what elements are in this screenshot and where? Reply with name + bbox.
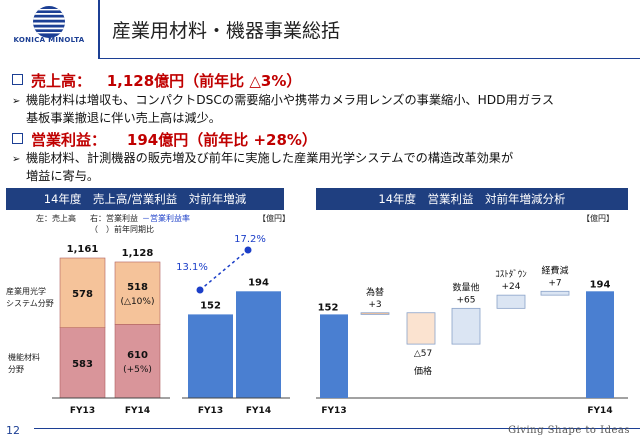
waterfall-step-bar [360,312,390,315]
bullet-sales-line2: 基板事業撤退に伴い売上高は減少。 [26,111,221,125]
left-panel-header: 14年度 売上高/営業利益 対前年増減 [6,188,284,210]
title-accent-bar [98,0,100,58]
waterfall-start-bar [320,314,348,398]
waterfall-step-label: 数量他 [452,281,479,293]
waterfall-step-label: 価格 [414,365,432,377]
checkbox-bullet-icon [12,74,23,85]
headline-sales-value: 1,128億円（前年比 △3%） [106,72,302,90]
bullet-profit: ➢ 機能材料、計測機器の販売増及び前年に実施した産業用光学システムでの構造改革効果… [12,150,612,185]
bullet-profit-line1: 機能材料、計測機器の販売増及び前年に実施した産業用光学システムでの構造改革効果が [26,151,514,165]
waterfall-step-value: △57 [414,349,432,359]
bullet-sales: ➢ 機能材料は増収も、コンパクトDSCの需要縮小や携帯カメラ用レンズの事業縮小、H… [12,92,612,127]
waterfall-step-bar [451,307,481,345]
waterfall-step-label: 経費減 [541,264,568,276]
right-panel-header: 14年度 営業利益 対前年増減分析 [316,188,628,210]
bullet-profit-line2: 増益に寄与。 [26,169,100,183]
arrow-bullet-icon: ➢ [12,96,21,107]
logo-text: KONICA MINOLTA [13,36,85,44]
headline-profit-value: 194億円（前年比 +28%） [126,131,317,149]
sales-segment-value: 578 [72,289,93,300]
logo-globe-icon [33,6,65,38]
headline-profit: 営業利益： 194億円（前年比 +28%） [12,129,317,150]
waterfall-start-xtick: FY13 [321,406,346,416]
sales-segment-value: 610 [127,350,148,361]
waterfall-end-bar [586,291,614,398]
sales-segment-value: 518 [127,282,148,293]
headline-sales-label: 売上高： [31,72,92,90]
waterfall-step-value: +24 [502,282,521,292]
margin-rate-label: 17.2% [234,234,266,245]
legend-sales: 左：売上高 [36,214,76,223]
waterfall-start-value: 152 [318,302,339,313]
bullet-sales-line1: 機能材料は増収も、コンパクトDSCの需要縮小や携帯カメラ用レンズの事業縮小、HD… [26,93,555,107]
waterfall-step-value: +3 [368,300,381,310]
margin-rate-point [196,286,204,294]
sales-segment-yoy: (△10%) [121,297,155,307]
waterfall-step-value: +7 [548,278,561,288]
sales-total-label: 1,128 [122,248,154,259]
sales-xtick: FY14 [125,406,150,416]
margin-rate-line [199,249,249,291]
profit-xtick: FY13 [198,406,223,416]
sales-total-label: 1,161 [67,244,99,255]
sales-bar-segment [114,261,161,325]
waterfall-step-label: 為替 [366,286,384,298]
segment-label-functional: 機能材料 分野 [8,353,40,374]
profit-xtick: FY14 [246,406,271,416]
waterfall-step-bar [406,312,436,345]
arrow-bullet-icon: ➢ [12,154,21,165]
waterfall-step-bar [540,290,570,296]
waterfall-step-bar [496,294,526,309]
checkbox-bullet-icon [12,133,23,144]
company-logo [6,4,92,56]
segment-label-optical: 産業用光学 システム分野 [6,287,54,308]
right-unit: 【億円】 [582,214,614,223]
page-title: 産業用材料・機器事業総括 [112,20,341,42]
legend-profit: 右：営業利益 [90,214,138,223]
page-number: 12 [6,424,20,437]
tagline: Giving Shape to Ideas [508,425,630,436]
waterfall-end-xtick: FY14 [587,406,612,416]
legend-margin-rate: －営業利益率 [142,214,190,223]
headline-sales: 売上高： 1,128億円（前年比 △3%） [12,70,301,91]
sales-segment-yoy: (+5%) [123,365,152,375]
profit-bar [188,314,233,398]
sales-bar-segment [59,257,106,328]
sales-bar-segment [59,327,106,399]
waterfall-end-value: 194 [590,279,611,290]
profit-value-label: 194 [248,277,269,288]
sales-xtick: FY13 [70,406,95,416]
sales-segment-value: 583 [72,359,93,370]
left-unit: 【億円】 [258,214,290,223]
profit-value-label: 152 [200,300,221,311]
waterfall-step-label: ｺｽﾄﾀﾞｳﾝ [495,269,527,280]
legend-yoy-note: （ ）前年同期比 [90,225,154,234]
title-divider [98,58,640,59]
margin-rate-label: 13.1% [176,262,208,273]
profit-bar [236,291,281,398]
headline-profit-label: 営業利益： [31,131,107,149]
waterfall-step-value: +65 [457,295,476,305]
margin-rate-point [244,246,252,254]
footer-divider [34,428,640,429]
